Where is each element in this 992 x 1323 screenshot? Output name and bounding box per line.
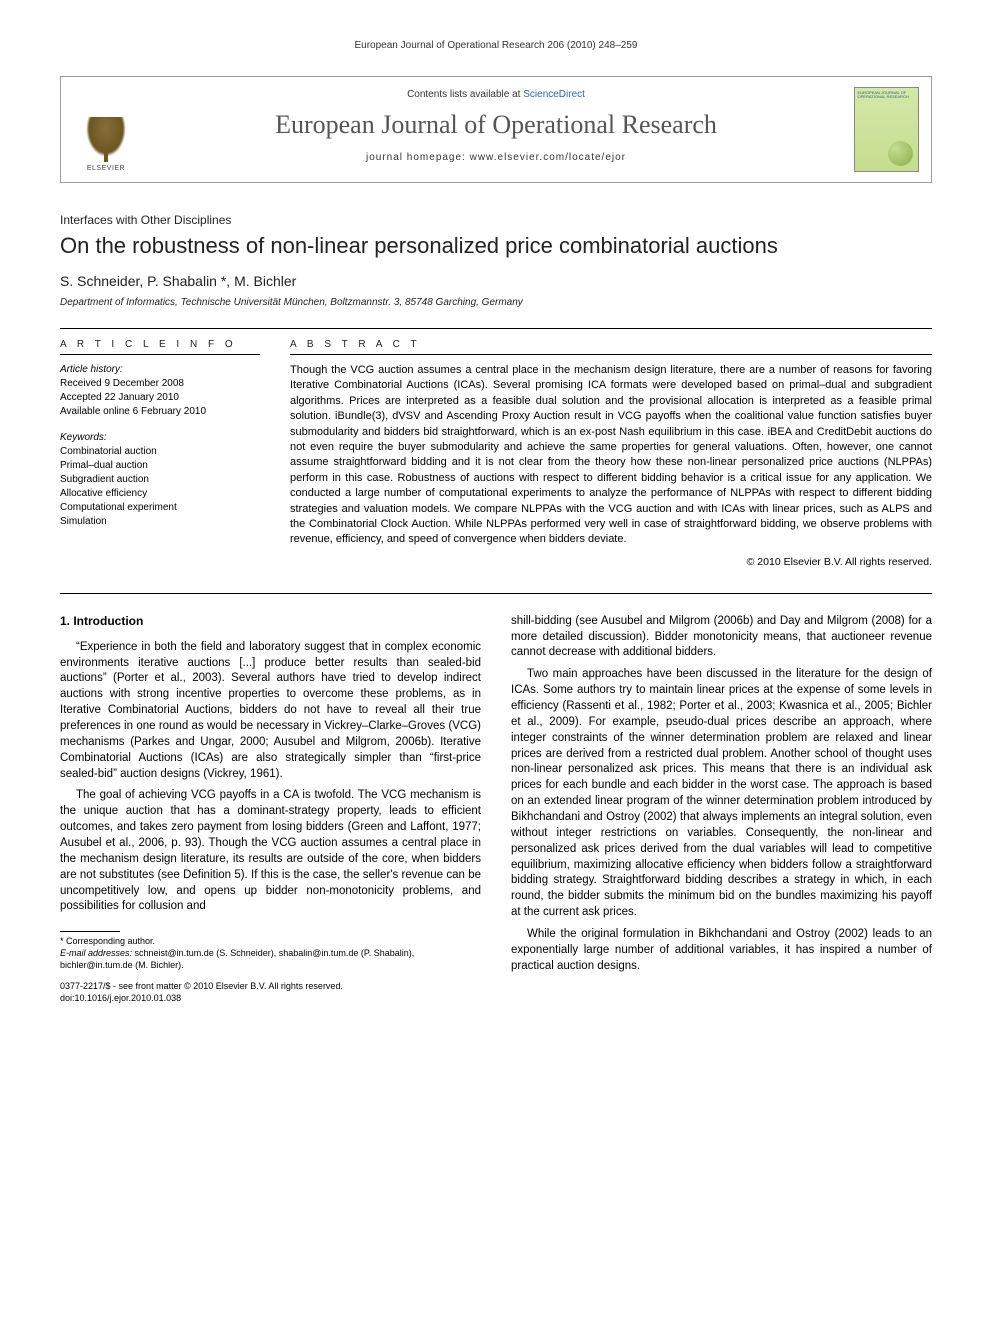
journal-masthead: ELSEVIER Contents lists available at Sci… [60, 76, 932, 183]
body-paragraph: Two main approaches have been discussed … [511, 667, 932, 921]
body-paragraph: shill-bidding (see Ausubel and Milgrom (… [511, 614, 932, 662]
history-line: Received 9 December 2008 [60, 377, 260, 391]
keywords-block: Keywords: Combinatorial auction Primal–d… [60, 431, 260, 529]
masthead-center: Contents lists available at ScienceDirec… [151, 77, 841, 182]
abstract-heading: A B S T R A C T [290, 339, 932, 350]
divider [290, 354, 932, 355]
divider [60, 354, 260, 355]
keyword: Subgradient auction [60, 473, 260, 487]
affiliation: Department of Informatics, Technische Un… [60, 297, 932, 308]
journal-cover-thumbnail: EUROPEAN JOURNAL OF OPERATIONAL RESEARCH [854, 87, 919, 172]
section-label: Interfaces with Other Disciplines [60, 213, 932, 227]
keywords-label: Keywords: [60, 431, 260, 445]
email-label: E-mail addresses: [60, 948, 132, 958]
publisher-logo-box: ELSEVIER [61, 77, 151, 182]
corresponding-author-note: * Corresponding author. [60, 936, 481, 948]
body-paragraph: “Experience in both the field and labora… [60, 640, 481, 783]
keyword: Simulation [60, 515, 260, 529]
doi-line: doi:10.1016/j.ejor.2010.01.038 [60, 993, 481, 1005]
keyword: Computational experiment [60, 501, 260, 515]
journal-name: European Journal of Operational Research [151, 110, 841, 140]
cover-globe-icon [888, 141, 913, 166]
elsevier-tree-icon [86, 117, 126, 157]
body-paragraph: The goal of achieving VCG payoffs in a C… [60, 788, 481, 915]
article-info-block: A R T I C L E I N F O Article history: R… [60, 339, 260, 568]
publisher-name: ELSEVIER [87, 165, 125, 172]
contents-prefix: Contents lists available at [407, 89, 523, 100]
history-line: Available online 6 February 2010 [60, 405, 260, 419]
issn-line: 0377-2217/$ - see front matter © 2010 El… [60, 981, 481, 993]
section-heading: 1. Introduction [60, 614, 481, 628]
history-label: Article history: [60, 363, 260, 377]
authors-line: S. Schneider, P. Shabalin *, M. Bichler [60, 273, 932, 289]
journal-homepage: journal homepage: www.elsevier.com/locat… [151, 152, 841, 163]
right-column: shill-bidding (see Ausubel and Milgrom (… [511, 614, 932, 1005]
left-column: 1. Introduction “Experience in both the … [60, 614, 481, 1005]
running-head: European Journal of Operational Research… [60, 40, 932, 51]
article-info-heading: A R T I C L E I N F O [60, 339, 260, 350]
journal-cover-box: EUROPEAN JOURNAL OF OPERATIONAL RESEARCH [841, 77, 931, 182]
keyword: Allocative efficiency [60, 487, 260, 501]
article-title: On the robustness of non-linear personal… [60, 233, 932, 259]
footnote-rule [60, 931, 120, 932]
front-matter-footer: 0377-2217/$ - see front matter © 2010 El… [60, 981, 481, 1004]
keyword: Primal–dual auction [60, 459, 260, 473]
keyword: Combinatorial auction [60, 445, 260, 459]
abstract-text: Though the VCG auction assumes a central… [290, 363, 932, 548]
body-paragraph: While the original formulation in Bikhch… [511, 927, 932, 975]
elsevier-logo: ELSEVIER [81, 117, 131, 172]
abstract-copyright: © 2010 Elsevier B.V. All rights reserved… [290, 556, 932, 568]
divider [60, 328, 932, 329]
history-line: Accepted 22 January 2010 [60, 391, 260, 405]
email-footnote: E-mail addresses: schneist@in.tum.de (S.… [60, 948, 481, 971]
contents-available-line: Contents lists available at ScienceDirec… [151, 89, 841, 100]
sciencedirect-link[interactable]: ScienceDirect [523, 89, 585, 100]
article-history: Article history: Received 9 December 200… [60, 363, 260, 419]
abstract-block: A B S T R A C T Though the VCG auction a… [290, 339, 932, 568]
cover-title-text: EUROPEAN JOURNAL OF OPERATIONAL RESEARCH [858, 91, 915, 100]
body-columns: 1. Introduction “Experience in both the … [60, 614, 932, 1005]
divider [60, 593, 932, 594]
